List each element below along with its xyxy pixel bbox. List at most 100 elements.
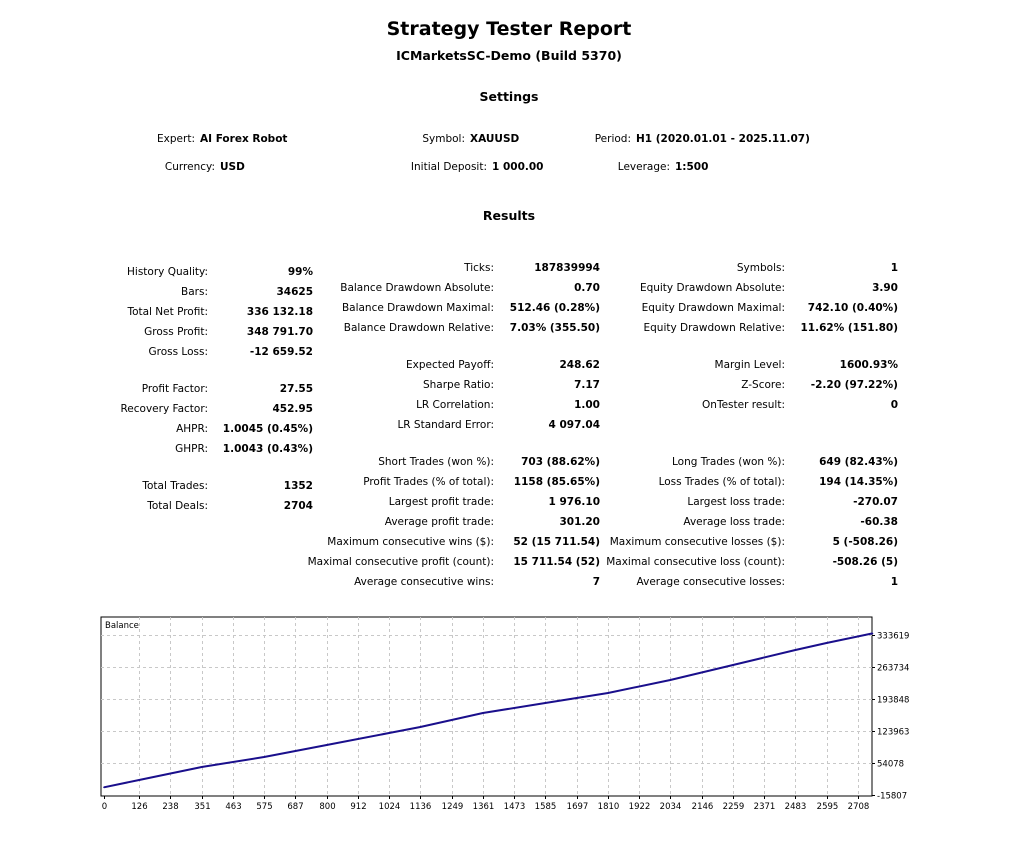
y-tick-label: 193848 bbox=[877, 696, 909, 706]
x-tick-label: 238 bbox=[162, 802, 178, 812]
balance-point bbox=[732, 664, 734, 666]
balance-point bbox=[263, 756, 265, 758]
result-value: -508.26 (5) bbox=[832, 556, 898, 568]
result-value: 1158 (85.65%) bbox=[513, 476, 600, 488]
balance-point bbox=[419, 726, 422, 728]
result-label: Z-Score: bbox=[741, 379, 785, 391]
result-label: Expected Payoff: bbox=[405, 359, 494, 371]
x-tick-label: 575 bbox=[256, 802, 272, 812]
result-label: Short Trades (won %): bbox=[378, 456, 494, 468]
balance-point bbox=[794, 649, 797, 651]
result-value: 194 (14.35%) bbox=[819, 476, 898, 488]
result-value: 452.95 bbox=[272, 403, 313, 415]
balance-point bbox=[607, 692, 609, 694]
x-tick-label: 1585 bbox=[535, 802, 557, 812]
result-label: Average loss trade: bbox=[683, 516, 785, 528]
balance-point bbox=[482, 712, 484, 714]
result-label: Sharpe Ratio: bbox=[422, 379, 494, 391]
x-tick-label: 800 bbox=[319, 802, 335, 812]
result-label: Balance Drawdown Absolute: bbox=[340, 282, 494, 294]
x-tick-label: 2259 bbox=[723, 802, 745, 812]
x-tick-label: 2595 bbox=[817, 802, 839, 812]
x-tick-label: 1473 bbox=[504, 802, 526, 812]
x-tick-label: 912 bbox=[350, 802, 366, 812]
result-label: Largest profit trade: bbox=[388, 496, 494, 508]
result-label: Recovery Factor: bbox=[120, 403, 208, 415]
balance-point bbox=[103, 786, 105, 789]
setting-label: Period: bbox=[594, 133, 631, 145]
result-label: GHPR: bbox=[175, 443, 208, 455]
balance-point bbox=[544, 702, 547, 704]
x-tick-label: 1136 bbox=[410, 802, 432, 812]
setting-value: 1 000.00 bbox=[492, 161, 544, 173]
y-tick-label: 333619 bbox=[877, 632, 909, 642]
balance-point bbox=[138, 779, 140, 781]
y-tick-label: 263734 bbox=[877, 664, 909, 674]
balance-point bbox=[669, 679, 672, 681]
x-tick-label: 351 bbox=[194, 802, 210, 812]
result-label: Gross Loss: bbox=[148, 346, 209, 358]
result-label: History Quality: bbox=[127, 266, 208, 278]
x-tick-label: 0 bbox=[102, 802, 107, 812]
result-value: 2704 bbox=[283, 500, 313, 512]
x-tick-label: 1249 bbox=[442, 802, 464, 812]
results-heading: Results bbox=[482, 208, 536, 223]
balance-point bbox=[825, 642, 828, 644]
balance-point bbox=[325, 744, 328, 746]
result-label: Equity Drawdown Relative: bbox=[643, 322, 785, 334]
result-value: 5 (-508.26) bbox=[832, 536, 898, 548]
result-value: 301.20 bbox=[559, 516, 600, 528]
result-value: -2.20 (97.22%) bbox=[810, 379, 898, 391]
result-label: Total Net Profit: bbox=[127, 306, 208, 318]
result-value: 1352 bbox=[283, 480, 313, 492]
x-tick-label: 2034 bbox=[660, 802, 682, 812]
result-value: 512.46 (0.28%) bbox=[509, 302, 600, 314]
x-tick-label: 2708 bbox=[848, 802, 870, 812]
result-value: 52 (15 711.54) bbox=[513, 536, 600, 548]
result-value: 1600.93% bbox=[839, 359, 898, 371]
result-value: -12 659.52 bbox=[249, 346, 313, 358]
result-value: 3.90 bbox=[872, 282, 898, 294]
result-value: 187839994 bbox=[534, 262, 600, 274]
result-value: 1.0043 (0.43%) bbox=[222, 443, 313, 455]
result-label: Average consecutive losses: bbox=[636, 576, 785, 588]
setting-label: Leverage: bbox=[617, 161, 670, 173]
setting-label: Currency: bbox=[164, 161, 215, 173]
result-label: Symbols: bbox=[736, 262, 785, 274]
result-value: 0 bbox=[890, 399, 898, 411]
result-value: 1 bbox=[890, 576, 898, 588]
result-label: Ticks: bbox=[464, 262, 494, 274]
result-value: 1 bbox=[890, 262, 898, 274]
settings-heading: Settings bbox=[479, 89, 539, 104]
x-tick-label: 687 bbox=[287, 802, 303, 812]
x-tick-label: 1697 bbox=[567, 802, 589, 812]
result-label: Total Deals: bbox=[147, 500, 208, 512]
result-label: OnTester result: bbox=[702, 399, 785, 411]
result-label: LR Correlation: bbox=[416, 399, 494, 411]
result-label: Margin Level: bbox=[714, 359, 785, 371]
x-tick-label: 2483 bbox=[785, 802, 807, 812]
result-label: Largest loss trade: bbox=[687, 496, 785, 508]
result-label: Gross Profit: bbox=[144, 326, 208, 338]
result-value: 703 (88.62%) bbox=[521, 456, 600, 468]
y-tick-label: 123963 bbox=[877, 728, 909, 738]
result-label: Profit Trades (% of total): bbox=[363, 476, 494, 488]
x-tick-label: 2371 bbox=[754, 802, 776, 812]
result-value: 4 097.04 bbox=[548, 419, 600, 431]
report-title: Strategy Tester Report bbox=[386, 18, 632, 40]
result-label: AHPR: bbox=[176, 423, 208, 435]
result-value: 1 976.10 bbox=[548, 496, 600, 508]
result-label: Equity Drawdown Absolute: bbox=[639, 282, 785, 294]
y-tick-label: 54078 bbox=[877, 760, 904, 770]
result-value: 99% bbox=[287, 266, 313, 278]
result-label: Average profit trade: bbox=[384, 516, 494, 528]
setting-label: Symbol: bbox=[422, 133, 465, 145]
setting-value: H1 (2020.01.01 - 2025.11.07) bbox=[636, 133, 810, 145]
setting-value: XAUUSD bbox=[470, 133, 520, 145]
y-tick-label: -15807 bbox=[877, 792, 907, 802]
result-label: Balance Drawdown Maximal: bbox=[341, 302, 494, 314]
result-value: 0.70 bbox=[574, 282, 600, 294]
result-value: 7.17 bbox=[574, 379, 600, 391]
chart-frame bbox=[100, 616, 873, 797]
